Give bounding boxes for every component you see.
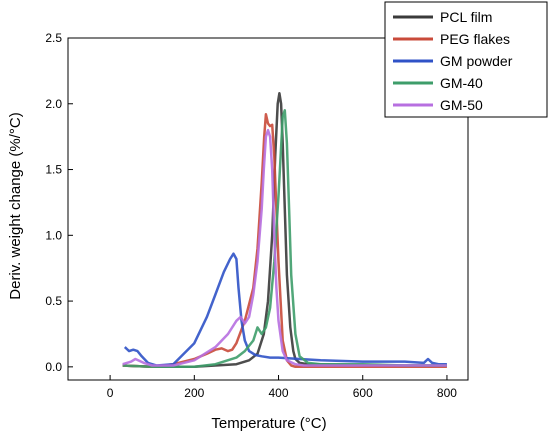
series-line-peg-flakes [122, 113, 447, 369]
legend-label-gm-40: GM-40 [440, 75, 483, 91]
y-tick-label: 2.0 [45, 97, 62, 111]
legend-label-pcl-film: PCL film [440, 9, 492, 25]
legend-label-gm-50: GM-50 [440, 97, 483, 113]
x-tick-label: 0 [107, 386, 114, 400]
series-line-pcl-film [122, 91, 447, 369]
y-tick-label: 1.0 [45, 228, 62, 242]
legend-label-peg-flakes: PEG flakes [440, 31, 510, 47]
x-axis-title: Temperature (°C) [211, 415, 326, 432]
x-tick-label: 200 [184, 386, 204, 400]
plot-frame [67, 37, 469, 381]
series-lines [122, 91, 447, 369]
series-line-gm-50 [122, 128, 447, 367]
plot-area: 0 200 400 600 800 0.0 0.5 1.0 1.5 2.0 2.5 [45, 31, 469, 400]
y-tick-label: 2.5 [45, 31, 62, 45]
x-tick-label: 400 [269, 386, 289, 400]
series-line-gm-40 [122, 109, 447, 369]
x-axis-ticks: 0 200 400 600 800 [107, 375, 457, 400]
x-tick-label: 600 [353, 386, 373, 400]
x-tick-label: 800 [437, 386, 457, 400]
y-tick-label: 0.0 [45, 360, 62, 374]
legend-label-gm-powder: GM powder [440, 53, 513, 69]
y-axis-title: Deriv. weight change (%/°C) [7, 112, 24, 299]
legend: PCL film PEG flakes GM powder GM-40 GM-50 [384, 1, 548, 118]
y-tick-label: 1.5 [45, 163, 62, 177]
y-tick-label: 0.5 [45, 294, 62, 308]
y-axis-ticks: 0.0 0.5 1.0 1.5 2.0 2.5 [45, 31, 73, 374]
